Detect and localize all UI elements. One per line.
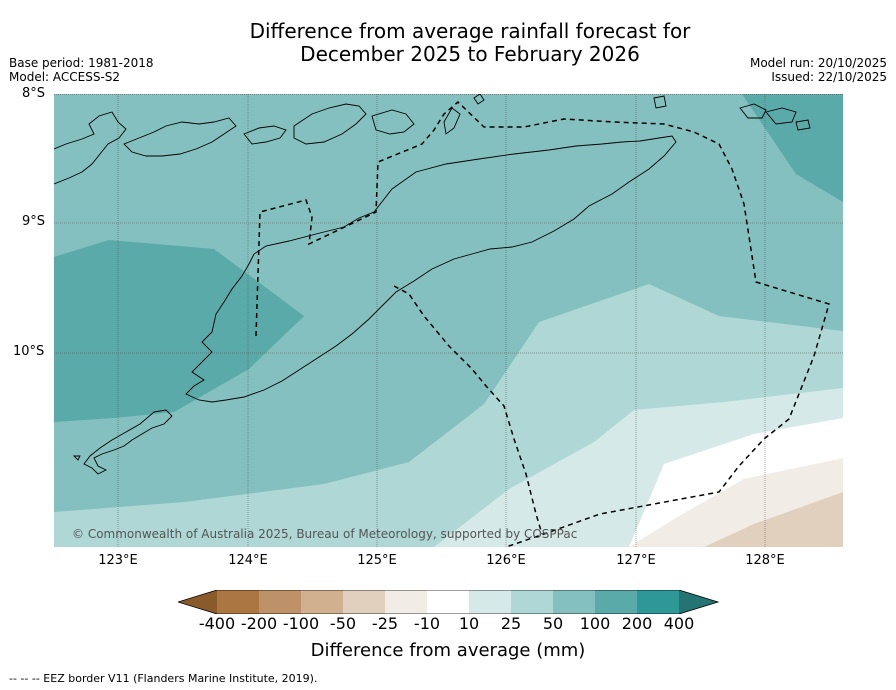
north-island-4 [293, 103, 367, 145]
lon-label-126e: 126°E [486, 553, 526, 568]
cb-tick-400: 400 [663, 614, 695, 633]
meta-left: Base period: 1981-2018 Model: ACCESS-S2 [9, 56, 154, 84]
title-line-1: Difference from average rainfall forecas… [249, 19, 691, 43]
cb-tick-200: 200 [621, 614, 653, 633]
lat-label-10s: 10°S [13, 344, 45, 359]
islet-5 [765, 107, 797, 125]
cb-tick-neg100: -100 [282, 614, 320, 633]
model-run: Model run: 20/10/2025 [749, 56, 887, 70]
title-line-2: December 2025 to February 2026 [300, 42, 640, 66]
lon-label-125e: 125°E [357, 553, 397, 568]
eez-footnote: -- -- -- EEZ border V11 (Flanders Marine… [9, 672, 318, 685]
chart-title: Difference from average rainfall forecas… [200, 20, 740, 66]
copyright-text: © Commonwealth of Australia 2025, Bureau… [72, 527, 577, 541]
model-name: Model: ACCESS-S2 [9, 70, 121, 84]
colorbar-seg-0 [178, 590, 217, 614]
cb-tick-100: 100 [579, 614, 611, 633]
lat-label-8s: 8°S [22, 86, 46, 101]
contour-200-northeast [742, 94, 843, 202]
base-period: Base period: 1981-2018 [9, 56, 154, 70]
rainfall-map[interactable]: © Commonwealth of Australia 2025, Bureau… [54, 94, 843, 547]
colorbar-seg-5 [385, 590, 427, 614]
cb-tick-neg25: -25 [371, 614, 399, 633]
north-island-1 [54, 111, 127, 185]
contour-200-west [54, 240, 304, 422]
colorbar-seg-3 [301, 590, 343, 614]
colorbar-seg-7 [469, 590, 511, 614]
colorbar-seg-12 [679, 590, 718, 614]
colorbar-seg-1 [217, 590, 259, 614]
cb-tick-neg10: -10 [413, 614, 441, 633]
lon-label-128e: 128°E [745, 553, 785, 568]
cb-tick-neg200: -200 [240, 614, 278, 633]
lon-label-124e: 124°E [228, 553, 268, 568]
lat-label-9s: 9°S [22, 214, 46, 229]
contour-neg50 [704, 492, 843, 547]
colorbar-seg-2 [259, 590, 301, 614]
cb-tick-10: 10 [458, 614, 480, 633]
islet-3 [653, 95, 667, 109]
colorbar [178, 590, 720, 614]
colorbar-seg-4 [343, 590, 385, 614]
rote-coast [83, 409, 173, 475]
timor-coast [185, 135, 677, 403]
issued-date: Issued: 22/10/2025 [771, 70, 887, 84]
cb-tick-25: 25 [500, 614, 522, 633]
islet-6 [795, 119, 811, 131]
meta-right: Model run: 20/10/2025 Issued: 22/10/2025 [750, 56, 887, 84]
islet-1 [443, 107, 461, 135]
lon-label-127e: 127°E [616, 553, 656, 568]
cb-tick-neg400: -400 [198, 614, 236, 633]
wetar-coast [371, 109, 415, 135]
eez-border [255, 100, 830, 547]
savu-coast [72, 455, 81, 461]
islet-2 [473, 94, 485, 105]
north-island-2 [123, 117, 237, 157]
colorbar-outline [178, 590, 720, 614]
coastlines [54, 94, 811, 475]
lon-label-123e: 123°E [98, 553, 138, 568]
colorbar-seg-6 [427, 590, 469, 614]
north-island-3 [243, 125, 287, 145]
colorbar-seg-8 [511, 590, 553, 614]
islet-4 [739, 103, 767, 119]
graticule [54, 94, 843, 547]
cb-tick-50: 50 [542, 614, 564, 633]
colorbar-seg-10 [595, 590, 637, 614]
colorbar-seg-9 [553, 590, 595, 614]
colorbar-seg-11 [637, 590, 679, 614]
cb-tick-neg50: -50 [329, 614, 357, 633]
colorbar-title: Difference from average (mm) [310, 640, 586, 661]
